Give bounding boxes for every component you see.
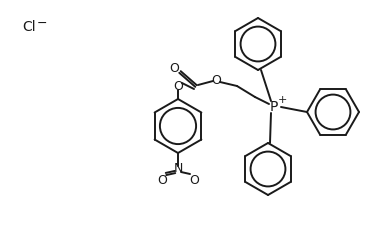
Text: P: P: [270, 100, 278, 114]
Text: O: O: [157, 173, 167, 186]
Text: +: +: [277, 95, 287, 105]
Text: O: O: [173, 80, 183, 94]
Text: N: N: [173, 162, 183, 176]
Text: O: O: [169, 62, 179, 74]
Text: Cl: Cl: [22, 20, 36, 34]
Text: −: −: [37, 17, 47, 29]
Text: O: O: [189, 173, 199, 186]
Text: O: O: [211, 73, 221, 87]
